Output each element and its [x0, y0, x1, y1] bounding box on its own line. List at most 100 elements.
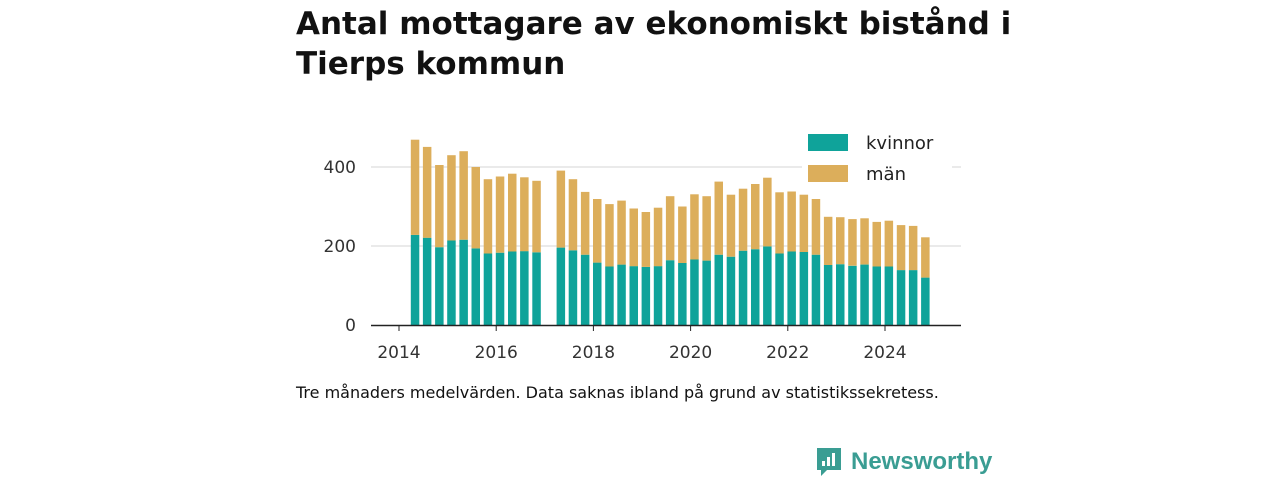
bar-män — [435, 165, 444, 248]
axes: 0 200 400 2014 2016 2018 2020 2022 2024 — [324, 158, 961, 363]
bars — [410, 139, 930, 326]
bar-män — [520, 177, 529, 252]
brand-name: Newsworthy — [851, 448, 993, 475]
legend-swatch-kvinnor — [808, 134, 848, 151]
bar-kvinnor — [532, 252, 541, 325]
bar-kvinnor — [896, 270, 906, 325]
legend: kvinnor män — [802, 128, 952, 190]
bar-kvinnor — [799, 251, 809, 325]
x-tick-label: 2016 — [475, 343, 518, 363]
bar-män — [884, 220, 894, 267]
bar-män — [751, 184, 760, 250]
bar-män — [593, 199, 602, 263]
bar-män — [860, 218, 869, 265]
bar-män — [629, 208, 638, 267]
chart-caption: Tre månaders medelvärden. Data saknas ib… — [296, 383, 939, 402]
bar-kvinnor — [568, 250, 578, 325]
bar-kvinnor — [872, 266, 881, 325]
bar-män — [799, 194, 809, 252]
bar-män — [532, 180, 541, 253]
bar-kvinnor — [860, 264, 869, 325]
bar-män — [908, 225, 918, 271]
bar-män — [678, 206, 687, 263]
bar-män — [714, 181, 723, 255]
bar-män — [896, 225, 906, 271]
bar-män — [848, 219, 857, 266]
bar-kvinnor — [508, 251, 517, 325]
bar-män — [653, 207, 663, 267]
bar-kvinnor — [653, 266, 663, 325]
bar-män — [568, 179, 578, 251]
bar-män — [702, 196, 711, 261]
bar-kvinnor — [605, 266, 614, 325]
bar-män — [823, 216, 833, 265]
newsworthy-logo-icon — [817, 448, 841, 476]
bar-kvinnor — [641, 266, 651, 325]
x-tick-label: 2024 — [863, 343, 906, 363]
bar-kvinnor — [629, 266, 638, 325]
bar-män — [471, 167, 480, 249]
bar-kvinnor — [410, 234, 420, 325]
bar-kvinnor — [556, 247, 566, 325]
bar-kvinnor — [787, 251, 796, 325]
bar-män — [580, 191, 590, 255]
bar-män — [605, 204, 614, 267]
bar-kvinnor — [678, 263, 687, 325]
y-tick-label: 400 — [324, 158, 356, 178]
x-tick-label: 2022 — [766, 343, 809, 363]
bar-kvinnor — [665, 260, 675, 325]
bar-män — [459, 151, 468, 240]
bar-män — [617, 200, 626, 265]
bar-män — [690, 194, 699, 260]
chart-title: Antal mottagare av ekonomiskt bistånd i … — [296, 6, 1012, 82]
bar-män — [811, 199, 821, 255]
bar-kvinnor — [593, 262, 602, 325]
x-tick-label: 2018 — [572, 343, 615, 363]
bar-män — [665, 196, 675, 261]
bar-kvinnor — [495, 252, 505, 325]
bar-kvinnor — [884, 266, 894, 325]
bar-kvinnor — [690, 259, 699, 325]
bar-kvinnor — [921, 277, 930, 325]
brand-logo: Newsworthy — [815, 446, 992, 478]
bar-män — [836, 217, 845, 265]
y-tick-label: 0 — [345, 316, 356, 336]
bar-kvinnor — [836, 264, 845, 325]
bar-män — [483, 179, 493, 254]
bar-kvinnor — [702, 260, 711, 325]
bar-kvinnor — [459, 239, 468, 325]
bar-män — [921, 237, 930, 278]
bar-kvinnor — [714, 254, 723, 325]
bar-kvinnor — [848, 265, 857, 326]
legend-label-kvinnor: kvinnor — [866, 133, 934, 154]
bar-kvinnor — [447, 240, 456, 325]
bar-kvinnor — [726, 256, 736, 325]
bar-män — [641, 212, 651, 267]
bar-män — [872, 221, 881, 267]
bar-kvinnor — [751, 249, 760, 325]
bar-kvinnor — [823, 265, 833, 325]
bar-män — [763, 177, 772, 247]
x-tick-label: 2014 — [377, 343, 420, 363]
bar-män — [726, 194, 736, 257]
bar-män — [447, 155, 456, 241]
bar-kvinnor — [422, 237, 432, 325]
bar-kvinnor — [435, 247, 444, 325]
bar-kvinnor — [483, 253, 493, 325]
bar-män — [410, 139, 420, 235]
bar-män — [508, 173, 517, 252]
bar-kvinnor — [471, 248, 480, 325]
bar-kvinnor — [617, 264, 626, 325]
bar-kvinnor — [908, 270, 918, 325]
bar-kvinnor — [738, 250, 748, 325]
bar-män — [775, 192, 784, 254]
legend-label-män: män — [866, 164, 906, 185]
bar-kvinnor — [520, 251, 529, 325]
bar-kvinnor — [775, 253, 784, 325]
bar-kvinnor — [811, 254, 821, 325]
y-tick-label: 200 — [324, 237, 356, 257]
bar-kvinnor — [763, 246, 772, 325]
bar-män — [787, 191, 796, 252]
bar-män — [738, 188, 748, 251]
